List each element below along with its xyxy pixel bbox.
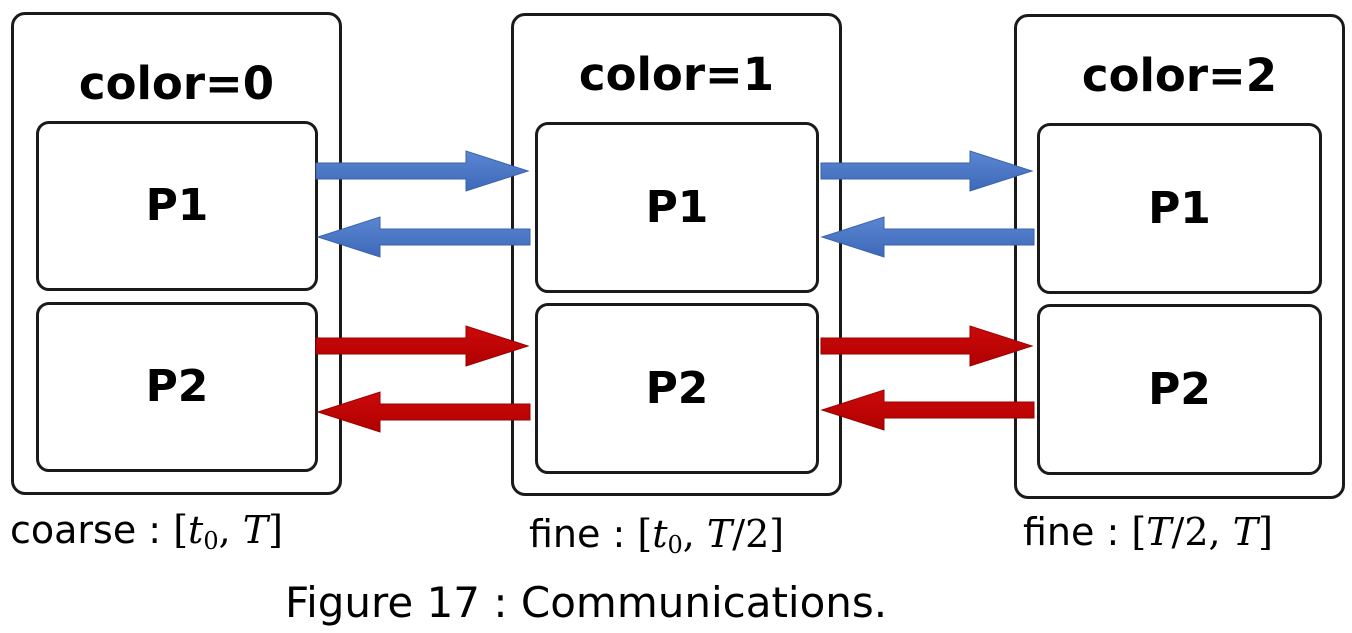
group-title: color=1: [578, 48, 775, 101]
process-p1-box: P1: [535, 122, 819, 293]
bracket-open: [: [173, 508, 189, 552]
caption-text: fine :: [1023, 510, 1132, 554]
process-label: P1: [1148, 182, 1211, 234]
bracket-close: ]: [268, 508, 283, 552]
bracket-close: ]: [1258, 510, 1273, 554]
process-p2-box: P2: [535, 303, 819, 474]
math-separator: ,: [218, 508, 243, 552]
time-interval: [T/2, T]: [1131, 510, 1273, 554]
group-0-caption: coarse : [t0, T]: [10, 508, 283, 555]
math-var: t: [188, 508, 204, 552]
math-var: T: [1146, 510, 1172, 554]
process-label: P1: [145, 180, 209, 231]
caption-text: fine :: [529, 512, 638, 556]
figure-caption: Figure 17 : Communications.: [285, 578, 888, 627]
math-subscript: 0: [667, 531, 683, 559]
time-interval: [t0, T]: [173, 508, 283, 555]
arrow-left-p1-2-to-1: [820, 216, 1035, 258]
group-color-2: color=2 P1 P2: [1014, 14, 1345, 499]
arrow-right-p1-1-to-2: [820, 150, 1034, 192]
group-1-caption: fine : [t0, T/2]: [529, 512, 785, 559]
group-2-caption: fine : [T/2, T]: [1023, 510, 1273, 554]
arrow-left-p1-1-to-0: [316, 216, 531, 258]
process-p2-box: P2: [1037, 304, 1322, 475]
math-subscript: 0: [203, 527, 219, 555]
arrow-left-p2-1-to-0: [316, 391, 531, 433]
math-var: T: [242, 508, 269, 552]
arrow-right-p1-0-to-1: [315, 150, 530, 192]
math-divisor: /2: [1171, 510, 1209, 554]
caption-text: coarse :: [10, 508, 174, 552]
bracket-close: ]: [769, 512, 785, 556]
group-color-0: color=0 P1 P2: [11, 12, 342, 495]
arrow-right-p2-0-to-1: [315, 325, 530, 367]
time-interval: [t0, T/2]: [637, 512, 785, 559]
math-var: T: [1232, 510, 1259, 554]
bracket-open: [: [637, 512, 653, 556]
group-title: color=2: [1081, 49, 1278, 102]
group-color-1: color=1 P1 P2: [511, 13, 842, 496]
group-title: color=0: [78, 57, 275, 110]
math-separator: ,: [1208, 510, 1233, 554]
process-p2-box: P2: [36, 302, 318, 472]
process-p1-box: P1: [1037, 123, 1322, 294]
bracket-open: [: [1131, 510, 1147, 554]
math-divisor: /2: [732, 512, 770, 556]
math-var: t: [652, 512, 668, 556]
process-label: P2: [145, 361, 209, 412]
process-p1-box: P1: [36, 121, 318, 291]
math-var: T: [706, 512, 733, 556]
arrow-right-p2-1-to-2: [820, 325, 1034, 367]
process-label: P1: [645, 181, 709, 233]
process-label: P2: [645, 362, 709, 414]
process-label: P2: [1148, 363, 1211, 415]
math-separator: ,: [682, 512, 707, 556]
arrow-left-p2-2-to-1: [820, 389, 1035, 431]
